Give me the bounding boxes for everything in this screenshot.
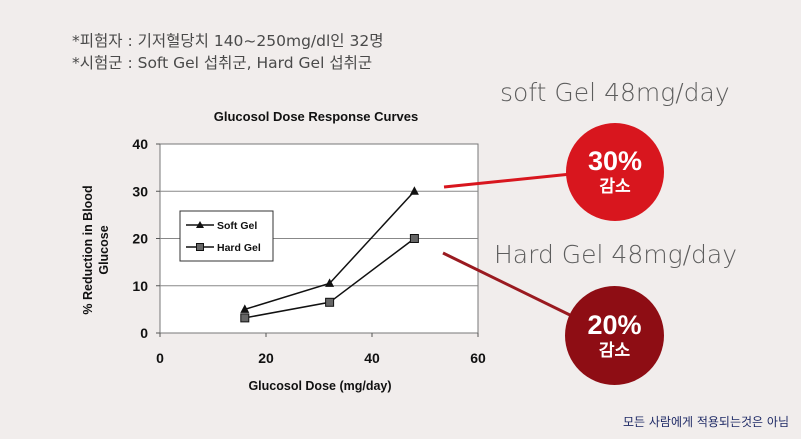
y-tick-label-10: 10	[132, 278, 148, 294]
x-tick-label-40: 40	[364, 350, 380, 366]
data-point-soft-gel-1	[325, 278, 335, 287]
hard-gel-reduction-text: 감소	[598, 340, 631, 360]
legend-soft-label: Soft Gel	[217, 220, 257, 232]
legend: Soft Gel Hard Gel	[179, 210, 274, 262]
hard-gel-reduction-badge: 20% 감소	[565, 286, 664, 385]
y-axis-label-line1: % Reduction in Blood	[81, 185, 95, 314]
data-point-hard-gel-1	[325, 297, 335, 307]
soft-gel-reduction-text: 감소	[599, 177, 631, 196]
soft-gel-reduction-badge: 30% 감소	[566, 123, 664, 221]
data-point-hard-gel-2	[409, 234, 419, 243]
study-info: *피험자 : 기저혈당치 140~250mg/dl인 32명 *시험군 : So…	[72, 30, 383, 74]
y-tick-label-0: 0	[140, 325, 148, 341]
x-tick-labels: 0 20 40 60	[156, 333, 486, 366]
data-point-soft-gel-2	[409, 186, 419, 195]
hard-gel-dose-label: Hard Gel 48mg/day	[494, 240, 737, 269]
y-axis-label-line2: Glucose	[97, 225, 111, 274]
hard-callout-line	[442, 251, 575, 319]
subjects-line: *피험자 : 기저혈당치 140~250mg/dl인 32명	[72, 32, 384, 50]
y-tick-label-20: 20	[132, 231, 148, 247]
hard-gel-reduction-percent: 20%	[587, 309, 642, 340]
soft-gel-reduction-percent: 30%	[587, 146, 643, 176]
y-tick-label-30: 30	[132, 183, 148, 199]
soft-gel-dose-label: soft Gel 48mg/day	[500, 78, 730, 107]
groups-line: *시험군 : Soft Gel 섭취군, Hard Gel 섭취군	[72, 54, 373, 72]
x-tick-label-60: 60	[470, 350, 486, 366]
legend-soft-marker	[196, 221, 204, 228]
legend-hard-label: Hard Gel	[217, 242, 261, 254]
data-point-hard-gel-0	[240, 313, 250, 323]
chart-title: Glucosol Dose Response Curves	[214, 109, 418, 124]
x-tick-label-0: 0	[156, 350, 164, 366]
x-tick-label-20: 20	[258, 350, 274, 366]
data-point-soft-gel-0	[240, 304, 250, 313]
y-tick-labels: 0 10 20 30 40	[132, 136, 160, 341]
x-axis-label: Glucosol Dose (mg/day)	[248, 379, 391, 393]
legend-hard-marker	[196, 243, 204, 251]
soft-callout-line	[443, 171, 582, 189]
disclaimer-footnote: 모든 사람에게 적용되는것은 아님	[622, 415, 789, 429]
legend-box	[179, 210, 274, 262]
series-group	[240, 186, 419, 323]
y-tick-label-40: 40	[132, 136, 148, 152]
